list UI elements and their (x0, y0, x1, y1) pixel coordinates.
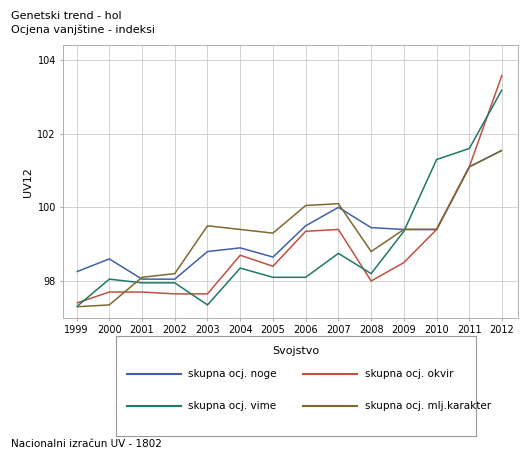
Y-axis label: UV12: UV12 (23, 167, 33, 197)
Text: skupna ocj. noge: skupna ocj. noge (188, 369, 277, 379)
Text: skupna ocj. mlj.karakter: skupna ocj. mlj.karakter (364, 401, 491, 411)
X-axis label: Godina rođenja: Godina rođenja (248, 340, 334, 350)
Text: Svojstvo: Svojstvo (272, 346, 320, 356)
Text: skupna ocj. vime: skupna ocj. vime (188, 401, 277, 411)
Text: Ocjena vanjštine - indeksi: Ocjena vanjštine - indeksi (11, 25, 154, 35)
Text: Nacionalni izračun UV - 1802: Nacionalni izračun UV - 1802 (11, 439, 161, 449)
Text: skupna ocj. okvir: skupna ocj. okvir (364, 369, 453, 379)
Text: Genetski trend - hol: Genetski trend - hol (11, 11, 121, 21)
